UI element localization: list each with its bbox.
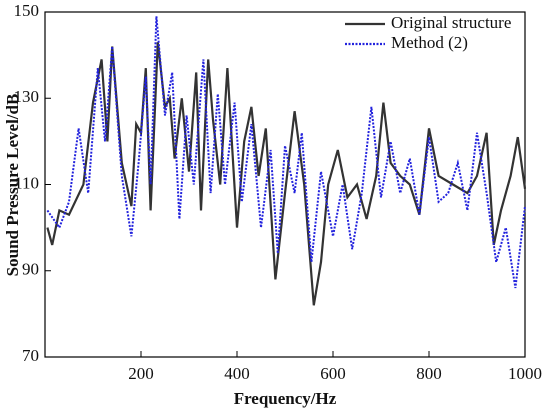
y-tick-label: 130 <box>14 87 40 106</box>
series-line <box>46 16 526 289</box>
x-tick-label: 800 <box>416 364 442 383</box>
y-tick-label: 150 <box>14 1 40 20</box>
y-tick-label: 90 <box>22 260 39 279</box>
y-axis-label: Sound Pressure Level/dB <box>3 94 22 277</box>
legend-label: Original structure <box>391 13 511 32</box>
x-tick-label: 200 <box>128 364 154 383</box>
x-tick-label: 400 <box>224 364 250 383</box>
y-tick-label: 70 <box>22 346 39 365</box>
legend-label: Method (2) <box>391 33 468 52</box>
series-line <box>46 42 527 306</box>
x-tick-label: 600 <box>320 364 346 383</box>
x-tick-label: 1000 <box>508 364 542 383</box>
x-axis-label: Frequency/Hz <box>234 389 337 408</box>
y-tick-label: 110 <box>14 173 39 192</box>
